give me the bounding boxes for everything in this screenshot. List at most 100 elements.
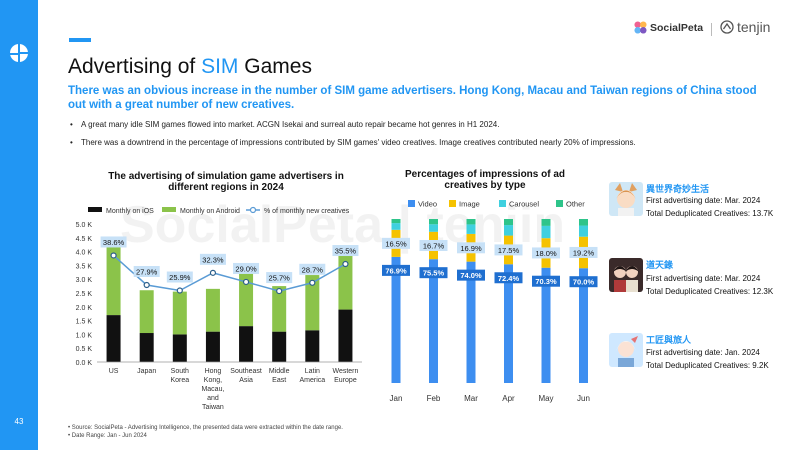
legend-marker (249, 206, 257, 214)
game-creatives: Total Deduplicated Creatives: 13.7K (646, 209, 774, 218)
x-tick-label: East (272, 377, 286, 384)
page-subtitle: There was an obvious increase in the num… (68, 85, 757, 111)
bullet-item: A great many idle SIM games flowed into … (70, 120, 770, 129)
line-new-creatives (113, 254, 346, 292)
footnote: Source: SocialPeta - Advertising Intelli… (68, 425, 343, 431)
footnote: Date Range: Jan - Jun 2024 (68, 433, 147, 439)
game-name: 異世界奇妙生活 (646, 184, 710, 194)
data-label-bg (494, 272, 523, 284)
game-card: 工匠與旅人 First advertising date: Jan. 2024 … (609, 333, 794, 388)
image-data-label: 18.0% (535, 249, 557, 258)
legend-swatch (499, 200, 506, 207)
y-tick-label: 0.0 K (76, 360, 93, 367)
brand-logos: SocialPeta tenjin (634, 19, 784, 40)
bar-ios (338, 309, 353, 362)
video-data-label: 70.3% (535, 277, 557, 286)
line-point (309, 279, 316, 286)
data-label-bg (532, 247, 560, 259)
title-suffix: Games (244, 55, 312, 78)
x-tick-label: Middle (269, 368, 290, 375)
line-data-label: 32.3% (202, 255, 224, 264)
data-label-bg (419, 239, 448, 251)
data-label-bg (266, 272, 293, 284)
line-data-label: 28.7% (302, 265, 324, 274)
video-data-label: 70.0% (573, 278, 595, 287)
bar-other (504, 219, 513, 226)
tenjin-logo: tenjin (720, 19, 770, 35)
x-tick-label: Latin (305, 368, 320, 375)
bar-carousel (504, 225, 513, 236)
y-tick-label: 0.5 K (76, 346, 93, 353)
bar-android (205, 288, 220, 332)
bar-other (541, 219, 551, 226)
legend-swatch (556, 200, 563, 207)
game-first-date: First advertising date: Mar. 2024 (646, 196, 761, 205)
anime-girl-white-hair-icon (609, 333, 643, 367)
y-tick-label: 1.0 K (76, 332, 93, 339)
line-point (209, 269, 217, 276)
bar-other (429, 219, 438, 225)
y-tick-label: 3.0 K (76, 277, 93, 284)
bar-video (391, 256, 401, 383)
socialpeta-mark-icon (634, 21, 647, 34)
legend-label: Image (459, 200, 480, 209)
bar-carousel (429, 224, 438, 232)
data-label-bg (166, 271, 193, 283)
legend-label: Carousel (509, 200, 539, 209)
data-label-bg (199, 253, 226, 265)
brand-divider (711, 23, 712, 36)
bar-video (466, 261, 476, 383)
y-tick-label: 1.5 K (76, 319, 93, 326)
data-label-bg (133, 265, 160, 277)
image-data-label: 17.5% (498, 246, 520, 255)
bar-carousel (391, 223, 401, 230)
x-tick-label: Jun (577, 394, 590, 403)
video-data-label: 76.9% (385, 266, 407, 275)
socialpeta-text: SocialPeta (650, 21, 704, 34)
line-point (143, 281, 150, 289)
tenjin-mark-icon (720, 20, 734, 34)
line-point (276, 287, 283, 295)
x-tick-label: Macau, (201, 386, 224, 393)
x-tick-label: Hong (205, 368, 222, 375)
bar-android (272, 286, 287, 332)
x-tick-label: Asia (239, 377, 253, 384)
x-tick-label: Korea (170, 377, 189, 384)
line-data-label: 25.7% (269, 274, 291, 283)
x-tick-label: and (207, 395, 219, 402)
bar-carousel (541, 225, 551, 239)
legend-label: Monthly on Android (180, 208, 240, 215)
legend-swatch (408, 200, 415, 207)
legend-label: % of monthly new creatives (264, 208, 350, 215)
pie-logo-icon (10, 44, 28, 62)
legend-swatch (449, 200, 456, 207)
bar-ios (172, 334, 187, 362)
image-data-label: 19.2% (573, 248, 595, 257)
game-name: 工匠與旅人 (646, 335, 692, 345)
line-point (242, 278, 250, 286)
game-card: 道天錄 First advertising date: Mar. 2024 To… (609, 258, 794, 313)
x-tick-label: US (109, 368, 119, 375)
image-data-label: 16.7% (423, 241, 445, 250)
data-label-bg (532, 275, 560, 287)
type-chart-title: Percentages of impressions of ad creativ… (404, 169, 566, 191)
x-tick-label: Jan (390, 394, 403, 403)
data-label-bg (569, 246, 598, 258)
bar-ios (272, 331, 287, 362)
line-data-label: 25.9% (169, 273, 191, 282)
x-tick-label: Apr (502, 394, 515, 403)
data-label-bg (457, 242, 485, 254)
x-tick-label: Europe (334, 377, 357, 384)
image-data-label: 16.9% (460, 244, 482, 253)
bar-carousel (466, 224, 476, 234)
legend-swatch (88, 207, 102, 212)
y-tick-label: 3.5 K (76, 263, 93, 270)
x-tick-label: Southeast (230, 368, 262, 375)
legend-label: Other (566, 200, 585, 209)
bar-android (139, 290, 154, 334)
x-tick-label: South (171, 368, 189, 375)
video-data-label: 72.4% (498, 274, 520, 283)
bar-android (305, 275, 320, 331)
